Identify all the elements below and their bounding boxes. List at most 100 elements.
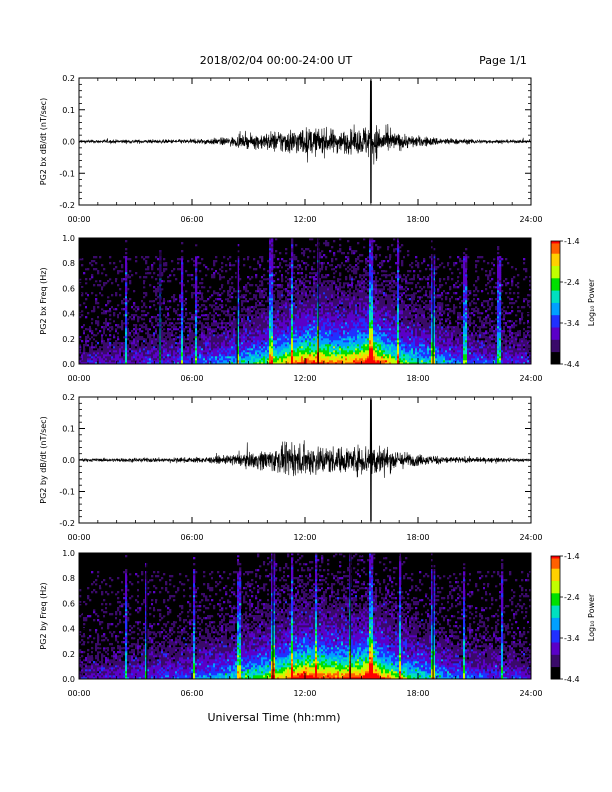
spectrogram-cell xyxy=(249,304,252,307)
spectrogram-cell xyxy=(211,292,214,295)
spectrogram-cell xyxy=(155,290,158,293)
spectrogram-cell xyxy=(321,318,324,321)
spectrogram-cell xyxy=(275,320,278,323)
spectrogram-cell xyxy=(185,336,188,339)
spectrogram-cell xyxy=(215,332,218,335)
spectrogram-cell xyxy=(95,292,98,295)
spectrogram-cell xyxy=(165,306,168,309)
spectrogram-cell xyxy=(167,300,170,303)
spectrogram-cell xyxy=(251,300,254,303)
spectrogram-cell xyxy=(283,286,286,289)
spectrogram-cell xyxy=(149,350,152,353)
spectrogram-cell xyxy=(269,276,272,279)
spectrogram-cell xyxy=(185,298,188,301)
spectrogram-cell xyxy=(135,350,138,353)
spectrogram-cell xyxy=(211,324,214,327)
spectrogram-cell xyxy=(173,334,176,337)
spectrogram-cell xyxy=(231,290,234,293)
spectrogram-cell xyxy=(303,358,306,361)
spectrogram-cell xyxy=(319,270,322,273)
spectrogram-cell xyxy=(273,288,276,291)
spectrogram-cell xyxy=(155,320,158,323)
spectrogram-cell xyxy=(223,348,226,351)
spectrogram-cell xyxy=(329,330,332,333)
spectrogram-cell xyxy=(99,316,102,319)
spectrogram-cell xyxy=(325,314,328,317)
spectrogram-cell xyxy=(291,352,294,355)
spectrogram-cell xyxy=(89,354,92,357)
spectrogram-cell xyxy=(335,258,338,261)
spectrogram-cell xyxy=(223,278,226,281)
spectrogram-cell xyxy=(143,276,146,279)
spectrogram-cell xyxy=(195,264,198,267)
spectrogram-cell xyxy=(295,322,298,325)
spectrogram-cell xyxy=(293,308,296,311)
spectrogram-cell xyxy=(189,280,192,283)
spectrogram-cell xyxy=(133,352,136,355)
spectrogram-cell xyxy=(313,318,316,321)
spectrogram-cell xyxy=(203,334,206,337)
spectrogram-cell xyxy=(329,254,332,257)
spectrogram-cell xyxy=(237,294,240,297)
spectrogram-cell xyxy=(261,348,264,351)
spectrogram-cell xyxy=(333,296,336,299)
spectrogram-cell xyxy=(149,272,152,275)
spectrogram-cell xyxy=(107,300,110,303)
spectrogram-cell xyxy=(135,328,138,331)
spectrogram-cell xyxy=(267,358,270,361)
spectrogram-cell xyxy=(201,346,204,349)
spectrogram-cell xyxy=(269,344,272,347)
spectrogram-cell xyxy=(165,354,168,357)
spectrogram-cell xyxy=(309,340,312,343)
spectrogram-cell xyxy=(331,346,334,349)
spectrogram-cell xyxy=(131,360,134,363)
spectrogram-cell xyxy=(245,294,248,297)
spectrogram-cell xyxy=(279,262,282,265)
spectrogram-cell xyxy=(311,298,314,301)
spectrogram-cell xyxy=(331,320,334,323)
spectrogram-cell xyxy=(211,310,214,313)
spectrogram-cell xyxy=(335,358,338,361)
spectrogram-cell xyxy=(335,288,338,291)
spectrogram-cell xyxy=(249,348,252,351)
spectrogram-cell xyxy=(233,326,236,329)
spectrogram-cell xyxy=(281,302,284,305)
spectrogram-cell xyxy=(241,338,244,341)
spectrogram-cell xyxy=(185,286,188,289)
spectrogram-cell xyxy=(141,326,144,329)
spectrogram-cell xyxy=(333,268,336,271)
spectrogram-cell xyxy=(141,348,144,351)
data-series-line xyxy=(78,78,532,205)
spectrogram-cell xyxy=(85,298,88,301)
spectrogram-cell xyxy=(97,288,100,291)
spectrogram-cell xyxy=(201,336,204,339)
spectrogram-cell xyxy=(223,340,226,343)
spectrogram-cell xyxy=(137,336,140,339)
spectrogram-cell xyxy=(235,306,238,309)
spectrogram-cell xyxy=(223,342,226,345)
spectrogram-cell xyxy=(109,324,112,327)
spectrogram-cell xyxy=(299,346,302,349)
spectrogram-cell xyxy=(209,340,212,343)
spectrogram-cell xyxy=(125,240,128,243)
spectrogram-cell xyxy=(183,332,186,335)
spectrogram-cell xyxy=(305,292,308,295)
spectrogram-cell xyxy=(141,346,144,349)
spectrogram-cell xyxy=(253,360,256,363)
spectrogram-cell xyxy=(325,298,328,301)
spectrogram-cell xyxy=(145,326,148,329)
spectrogram-cell xyxy=(305,338,308,341)
spectrogram-cell xyxy=(301,302,304,305)
spectrogram-cell xyxy=(271,238,274,241)
spectrogram-cell xyxy=(307,328,310,331)
spectrogram-cell xyxy=(331,242,334,245)
spectrogram-cell xyxy=(85,278,88,281)
spectrogram-cell xyxy=(319,354,322,357)
spectrogram-cell xyxy=(121,344,124,347)
spectrogram-cell xyxy=(329,312,332,315)
spectrogram-cell xyxy=(215,260,218,263)
spectrogram-cell xyxy=(179,326,182,329)
spectrogram-cell xyxy=(329,260,332,263)
spectrogram-cell xyxy=(141,354,144,357)
spectrogram-cell xyxy=(217,306,220,309)
